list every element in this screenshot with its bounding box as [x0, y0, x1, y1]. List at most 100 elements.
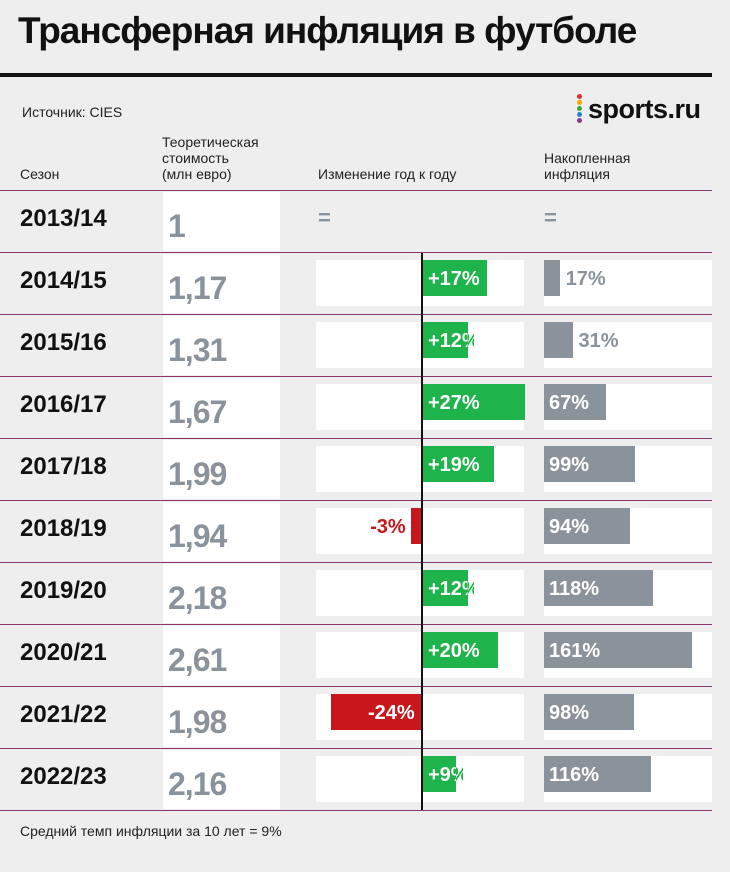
season-label: 2020/21 [20, 639, 107, 666]
value-label: 2,18 [168, 580, 227, 616]
yoy-bar [422, 260, 487, 296]
row-separator [0, 624, 712, 625]
value-cell: 1,31 [163, 316, 280, 375]
accum-bar [544, 756, 651, 792]
season-label: 2017/18 [20, 453, 107, 480]
yoy-label: +12% [428, 578, 480, 600]
season-label: 2019/20 [20, 577, 107, 604]
accum-label: 116% [549, 764, 600, 786]
yoy-bar [422, 384, 525, 420]
value-label: 1,98 [168, 704, 227, 740]
accum-bar [544, 508, 631, 544]
header-yoy: Изменение год к году [318, 166, 457, 182]
table-row: 2022/23 2,16 +9% 116% [0, 749, 712, 809]
title-rule [0, 73, 712, 77]
yoy-label: -3% [370, 516, 406, 538]
yoy-cell [316, 260, 524, 306]
value-label: 1,17 [168, 270, 227, 306]
value-cell: 2,18 [163, 564, 280, 623]
accum-label: 98% [549, 702, 590, 724]
value-label: 1,31 [168, 332, 227, 368]
sports-ru-logo: sports.ru [576, 93, 701, 125]
table-row: 2019/20 2,18 +12% 118% [0, 563, 712, 623]
chart-title: Трансферная инфляция в футболе [18, 10, 637, 51]
table-row: 2021/22 1,98 -24% 98% [0, 687, 712, 747]
season-label: 2021/22 [20, 701, 107, 728]
yoy-label: +27% [428, 392, 480, 414]
accum-bar [544, 694, 635, 730]
season-label: 2015/16 [20, 329, 107, 356]
row-separator [0, 190, 712, 191]
yoy-label: -24% [368, 702, 415, 724]
yoy-label: +20% [428, 640, 480, 662]
season-label: 2016/17 [20, 391, 107, 418]
table-row: 2016/17 1,67 +27% 67% [0, 377, 712, 437]
logo-dots-icon [576, 93, 584, 125]
value-label: 1,67 [168, 394, 227, 430]
value-cell: 2,61 [163, 626, 280, 685]
value-cell: 1,17 [163, 254, 280, 313]
table-row: 2015/16 1,31 +12% 31% [0, 315, 712, 375]
value-label: 2,61 [168, 642, 227, 678]
yoy-cell [316, 570, 524, 616]
accum-bar [544, 384, 606, 420]
accum-label: 94% [549, 516, 590, 538]
table-row: 2017/18 1,99 +19% 99% [0, 439, 712, 499]
table-row: 2018/19 1,94 -3% 94% [0, 501, 712, 561]
yoy-bar [422, 446, 495, 482]
no-change-symbol: = [318, 205, 331, 230]
value-cell: 1,99 [163, 440, 280, 499]
header-accum: Накопленная инфляция [544, 150, 631, 182]
yoy-bar [422, 756, 457, 792]
value-label: 1 [168, 208, 186, 244]
header-season: Сезон [20, 166, 60, 182]
accum-bar [544, 322, 573, 358]
row-separator [0, 500, 712, 501]
row-separator [0, 314, 712, 315]
row-separator [0, 562, 712, 563]
season-label: 2013/14 [20, 205, 107, 232]
yoy-cell [316, 756, 524, 802]
yoy-label: +9% [428, 764, 469, 786]
yoy-label: +19% [428, 454, 480, 476]
season-label: 2018/19 [20, 515, 107, 542]
header-value: Теоретическая стоимость (млн евро) [162, 134, 259, 182]
value-label: 1,99 [168, 456, 227, 492]
accum-cell [544, 260, 712, 306]
season-label: 2022/23 [20, 763, 107, 790]
yoy-zero-axis [421, 253, 423, 810]
accum-label: 118% [549, 578, 600, 600]
row-separator [0, 810, 712, 811]
accum-bar [544, 632, 692, 668]
value-cell: 2,16 [163, 750, 280, 809]
value-label: 2,16 [168, 766, 227, 802]
yoy-bar [422, 570, 468, 606]
accum-label: 67% [549, 392, 590, 414]
accum-label: 99% [549, 454, 590, 476]
accum-bar [544, 260, 560, 296]
accum-label: 31% [578, 330, 619, 352]
accum-label: 161% [549, 640, 601, 662]
yoy-bar [422, 322, 468, 358]
accum-bar [544, 446, 636, 482]
no-change-symbol: = [544, 205, 557, 230]
table-row: 2014/15 1,17 +17% 17% [0, 253, 712, 313]
yoy-bar [330, 694, 422, 730]
table-row: 2020/21 2,61 +20% 161% [0, 625, 712, 685]
row-separator [0, 748, 712, 749]
row-separator [0, 686, 712, 687]
yoy-cell [316, 322, 524, 368]
yoy-label: +12% [428, 330, 480, 352]
row-separator [0, 438, 712, 439]
row-separator [0, 376, 712, 377]
accum-label: 17% [565, 268, 606, 290]
yoy-bar [422, 632, 498, 668]
footer-note: Средний темп инфляции за 10 лет = 9% [20, 823, 282, 839]
row-separator [0, 252, 712, 253]
table-row: 2013/14 1 = = [0, 191, 712, 251]
accum-bar [544, 570, 653, 606]
value-cell: 1 [163, 192, 280, 251]
yoy-label: +17% [428, 268, 480, 290]
value-cell: 1,94 [163, 502, 280, 561]
source-note: Источник: CIES [22, 104, 123, 120]
